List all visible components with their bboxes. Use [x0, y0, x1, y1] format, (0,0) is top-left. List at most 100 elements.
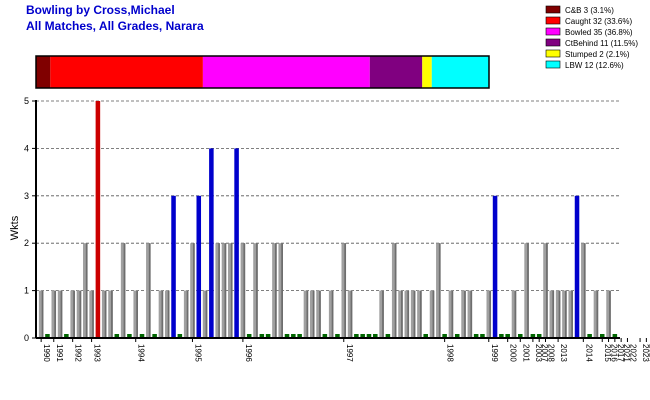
- y-tick-label: 3: [24, 191, 29, 201]
- year-label: 1994: [137, 344, 146, 362]
- bar: [555, 290, 561, 338]
- year-label: 1999: [490, 344, 499, 362]
- bar: [83, 243, 88, 338]
- year-label: 2021: [622, 344, 631, 362]
- y-tick-label: 5: [24, 96, 29, 106]
- bar-zero: [423, 334, 428, 338]
- bar: [253, 243, 258, 338]
- bar: [347, 290, 353, 338]
- bar-shade: [344, 243, 347, 338]
- bar: [278, 243, 283, 338]
- year-label: 2016: [610, 344, 619, 362]
- bar: [272, 243, 277, 338]
- bar: [316, 290, 321, 338]
- chart-title: Bowling by Cross,Michael: [26, 3, 175, 17]
- bar-shade: [306, 290, 309, 338]
- bar-shade: [413, 290, 416, 338]
- year-label: 2023: [641, 344, 650, 362]
- bar: [95, 101, 101, 338]
- bar: [524, 243, 529, 338]
- bar-shade: [312, 290, 315, 338]
- bar: [448, 290, 454, 338]
- year-label: 2017: [616, 344, 625, 362]
- bar-zero: [64, 334, 69, 338]
- strip-segment: [431, 56, 489, 88]
- bar-shade: [161, 290, 164, 338]
- legend-label: C&B 3 (3.1%): [565, 6, 614, 15]
- strip-segment: [36, 56, 51, 88]
- bar: [511, 290, 517, 338]
- bar-zero: [45, 334, 50, 338]
- bar-zero: [297, 334, 302, 338]
- bar-zero: [259, 334, 265, 338]
- bar: [549, 290, 555, 338]
- bar: [215, 243, 220, 338]
- year-label: 1993: [93, 344, 102, 362]
- bar-zero: [284, 334, 290, 338]
- year-label: 2008: [547, 344, 556, 362]
- bar-shade: [438, 243, 441, 338]
- bar-zero: [385, 334, 391, 338]
- bar-shade: [596, 290, 599, 338]
- bar: [57, 290, 63, 338]
- bar-shade: [451, 290, 454, 338]
- strip-frame: [35, 55, 490, 89]
- bar-shade: [489, 290, 492, 338]
- legend-swatch: [545, 5, 561, 14]
- bar-zero: [291, 334, 296, 338]
- bar-shade: [193, 243, 195, 338]
- bar-zero: [536, 334, 542, 338]
- bar-shade: [546, 243, 548, 338]
- bar-shade: [527, 243, 529, 338]
- bar-shade: [230, 243, 233, 338]
- bar-shade: [224, 243, 227, 338]
- bar-shade: [583, 243, 586, 338]
- bar: [543, 243, 548, 338]
- y-tick-label: 2: [24, 238, 29, 248]
- bar: [328, 290, 334, 338]
- bar: [303, 290, 309, 338]
- bar-shade: [243, 243, 246, 338]
- bar: [398, 290, 403, 338]
- bar: [568, 290, 573, 338]
- bar: [158, 290, 164, 338]
- legend-swatch: [545, 60, 561, 69]
- bar: [562, 290, 567, 338]
- y-tick-label: 4: [24, 143, 29, 153]
- bar-shade: [464, 290, 466, 338]
- y-axis-label: Wkts: [9, 215, 21, 240]
- bar: [101, 290, 107, 338]
- bar-zero: [354, 334, 359, 338]
- bar-shade: [470, 290, 473, 338]
- bar: [309, 290, 315, 338]
- chart-subtitle: All Matches, All Grades, Narara: [26, 19, 204, 33]
- bar: [234, 148, 239, 338]
- year-label: 1991: [55, 344, 64, 362]
- bar-zero: [265, 334, 271, 338]
- bar: [240, 243, 246, 338]
- bars: [38, 101, 618, 338]
- bar-zero: [442, 334, 447, 338]
- year-label: 2014: [584, 344, 593, 362]
- bar: [38, 290, 44, 338]
- bar-zero: [322, 334, 328, 338]
- legend-swatch: [545, 16, 561, 25]
- year-label: 2022: [628, 344, 637, 362]
- bar-shade: [552, 290, 555, 338]
- bar-zero: [587, 334, 592, 338]
- bar: [196, 195, 202, 338]
- bar-zero: [454, 334, 460, 338]
- bar: [404, 290, 410, 338]
- bar-zero: [518, 334, 523, 338]
- strip-segment: [202, 56, 370, 88]
- legend-swatch: [545, 27, 561, 36]
- legend: C&B 3 (3.1%) Caught 32 (33.6%) Bowled 35 (…: [545, 5, 638, 70]
- bar-shade: [256, 243, 258, 338]
- bar: [133, 290, 138, 338]
- year-label: 1990: [42, 344, 51, 362]
- bar-zero: [152, 334, 157, 338]
- year-label: 2000: [509, 344, 518, 362]
- bar-zero: [480, 334, 485, 338]
- bar-shade: [407, 290, 410, 338]
